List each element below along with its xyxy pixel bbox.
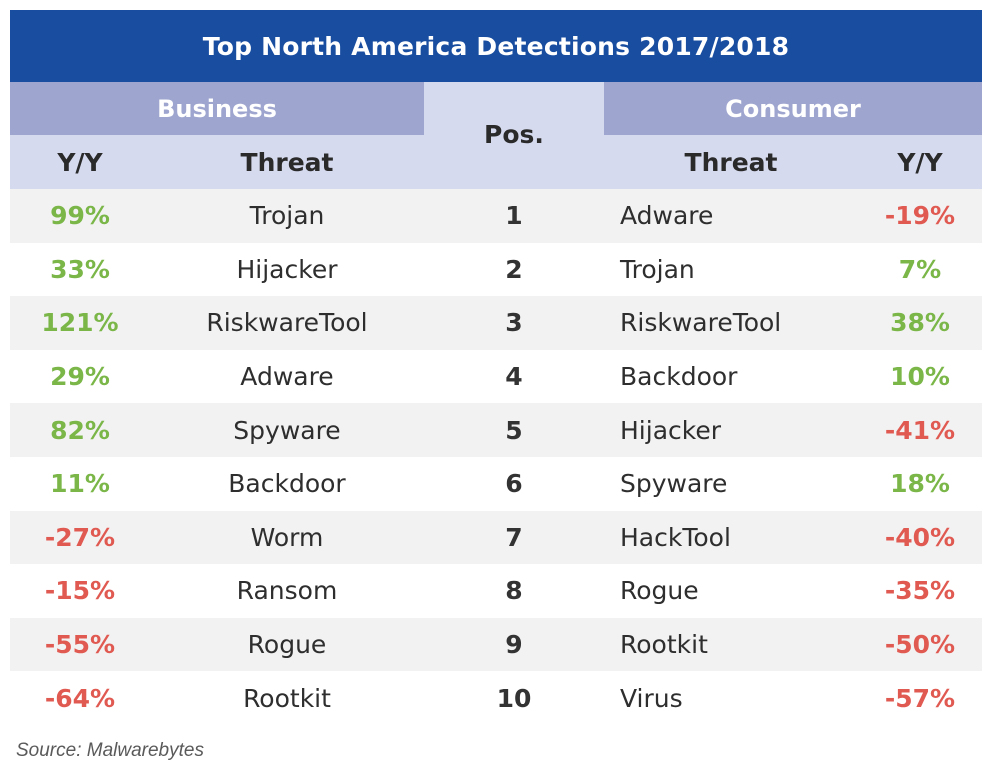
consumer-threat-cell: Spyware (620, 469, 728, 499)
position-cell: 10 (496, 683, 532, 713)
business-threat-cell: Ransom (236, 576, 338, 606)
source-note: Source: Malwarebytes (16, 740, 204, 761)
table-row: 99% Trojan 1 Adware -19% (10, 189, 982, 243)
table-row: 121% RiskwareTool 3 RiskwareTool 38% (10, 296, 982, 350)
table-row: 11% Backdoor 6 Spyware 18% (10, 457, 982, 511)
consumer-threat-cell: Virus (620, 683, 683, 713)
table-row: -27% Worm 7 HackTool -40% (10, 510, 982, 565)
consumer-threat-cell: Adware (620, 201, 714, 231)
consumer-yy-cell: -40% (884, 522, 956, 552)
position-cell: 1 (505, 201, 523, 231)
position-cell: 2 (505, 254, 523, 284)
business-yy-cell: 29% (50, 362, 110, 392)
consumer-threat-cell: Rootkit (620, 630, 708, 660)
detections-table: Top North America Detections 2017/2018 B… (10, 10, 982, 725)
consumer-yy-cell: 18% (890, 469, 950, 499)
consumer-threat-cell: Backdoor (620, 362, 738, 392)
consumer-threat-cell: HackTool (620, 522, 731, 552)
table-header: Business Y/Y Threat Pos. Consumer Threat… (10, 82, 982, 189)
position-header-label: Pos. (484, 120, 544, 149)
table-row: 29% Adware 4 Backdoor 10% (10, 350, 982, 404)
business-yy-cell: 99% (50, 201, 110, 231)
consumer-threat-cell: Hijacker (620, 415, 722, 445)
business-threat-cell: Rootkit (243, 683, 331, 713)
business-yy-cell: 121% (41, 308, 119, 338)
consumer-threat-cell: Trojan (620, 254, 695, 284)
business-yy-cell: -64% (44, 683, 116, 713)
consumer-yy-cell: -35% (884, 576, 956, 606)
business-yy-cell: 82% (50, 415, 110, 445)
business-threat-cell: Trojan (249, 201, 325, 231)
consumer-yy-cell: -41% (884, 415, 956, 445)
business-yy-cell: -55% (44, 630, 116, 660)
business-threat-header: Threat (240, 147, 334, 177)
table-row: -15% Ransom 8 Rogue -35% (10, 564, 982, 618)
position-cell: 4 (505, 362, 523, 392)
business-group-label: Business (10, 82, 424, 135)
consumer-yy-cell: -50% (884, 630, 956, 660)
consumer-yy-cell: 7% (898, 254, 942, 284)
table-row: -64% Rootkit 10 Virus -57% (10, 671, 982, 725)
position-header: Pos. (424, 82, 604, 189)
consumer-header: Consumer Threat Y/Y (604, 82, 982, 189)
business-yy-cell: 11% (50, 469, 110, 499)
table-row: 33% Hijacker 2 Trojan 7% (10, 243, 982, 297)
business-yy-header: Y/Y (57, 147, 103, 177)
consumer-yy-cell: -57% (884, 683, 956, 713)
consumer-subheader: Threat Y/Y (604, 135, 982, 189)
position-cell: 9 (505, 630, 523, 660)
consumer-threat-header: Threat (684, 147, 778, 177)
consumer-yy-cell: -19% (884, 201, 956, 231)
consumer-yy-cell: 10% (890, 362, 950, 392)
consumer-yy-cell: 38% (890, 308, 950, 338)
business-threat-cell: RiskwareTool (206, 308, 368, 338)
business-threat-cell: Spyware (233, 415, 341, 445)
business-threat-cell: Backdoor (228, 469, 346, 499)
business-yy-cell: -27% (44, 522, 116, 552)
business-subheader: Y/Y Threat (10, 135, 424, 189)
consumer-threat-cell: RiskwareTool (620, 308, 782, 338)
business-yy-cell: 33% (50, 254, 110, 284)
consumer-group-label: Consumer (604, 82, 982, 135)
position-cell: 5 (505, 415, 523, 445)
position-cell: 3 (505, 308, 523, 338)
business-threat-cell: Hijacker (236, 254, 338, 284)
position-cell: 7 (505, 522, 523, 552)
consumer-threat-cell: Rogue (620, 576, 699, 606)
table-body: 99% Trojan 1 Adware -19% 33% Hijacker 2 Trojan 7%… (10, 189, 982, 725)
business-threat-cell: Adware (240, 362, 334, 392)
position-cell: 8 (505, 576, 523, 606)
business-threat-cell: Worm (250, 522, 324, 552)
consumer-yy-header: Y/Y (897, 147, 943, 177)
business-threat-cell: Rogue (247, 630, 327, 660)
business-header: Business Y/Y Threat (10, 82, 424, 189)
table-title: Top North America Detections 2017/2018 (10, 10, 982, 82)
table-row: 82% Spyware 5 Hijacker -41% (10, 403, 982, 457)
position-cell: 6 (505, 469, 523, 499)
business-yy-cell: -15% (44, 576, 116, 606)
table-row: -55% Rogue 9 Rootkit -50% (10, 617, 982, 672)
